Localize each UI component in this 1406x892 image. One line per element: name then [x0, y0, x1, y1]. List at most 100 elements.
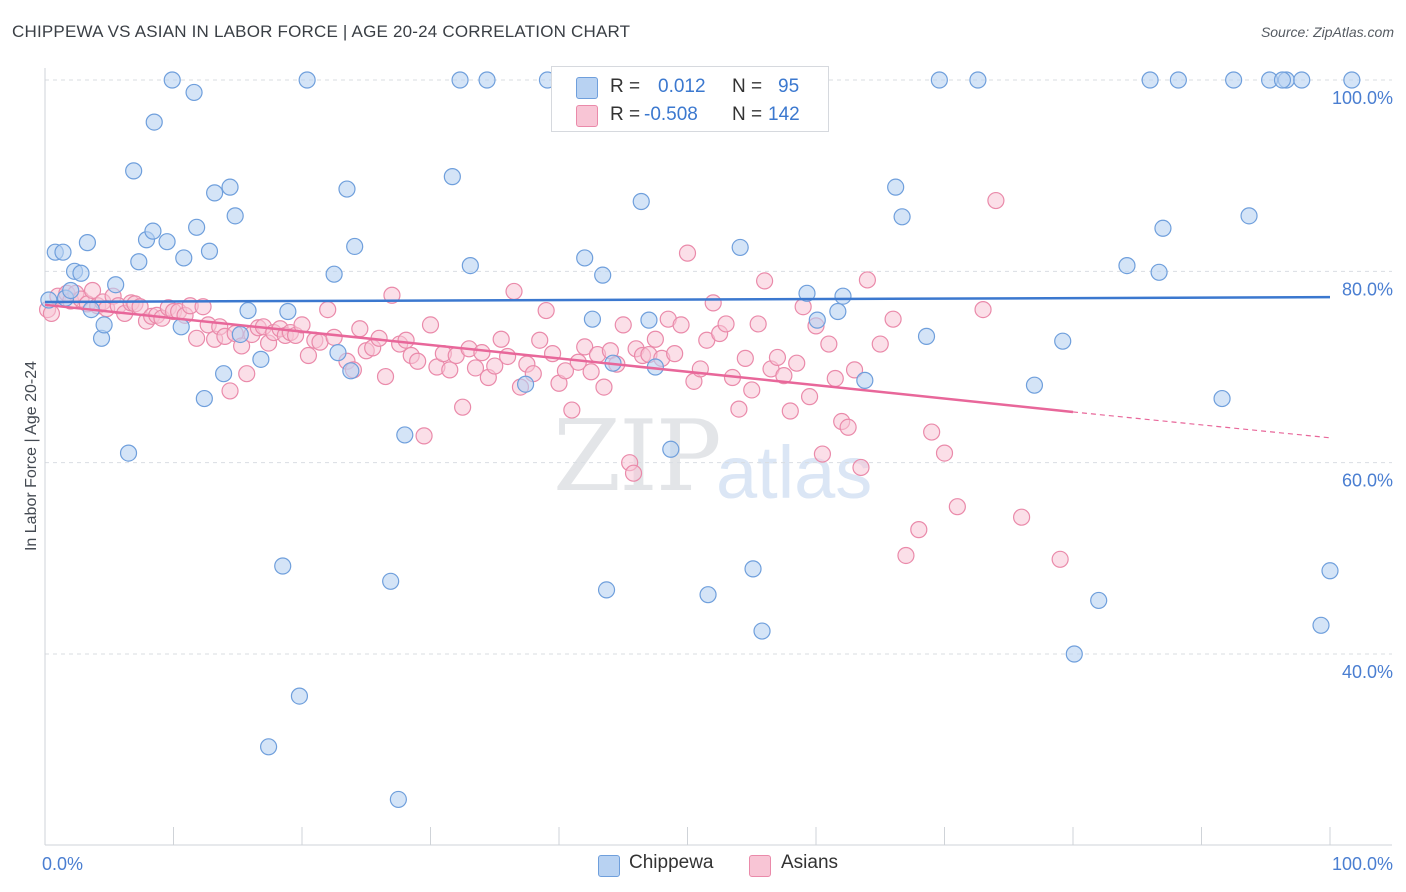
asians-point: [730, 400, 748, 418]
chippewa-point: [188, 218, 206, 236]
legend-r-label: R =: [610, 76, 641, 97]
chippewa-point: [451, 71, 469, 89]
asians-point: [486, 357, 504, 375]
asians-point: [409, 352, 427, 370]
chippewa-point: [632, 192, 650, 211]
chippewa-point: [808, 311, 826, 329]
watermark-zip: ZIP: [553, 400, 722, 514]
chippewa-point: [259, 738, 278, 756]
asians-point: [858, 271, 877, 289]
chippewa-point: [125, 162, 143, 180]
chippewa-point: [239, 301, 257, 320]
legend-n-value-chippewa: 95: [778, 76, 800, 97]
asians-point: [974, 301, 992, 319]
chippewa-point: [1225, 71, 1243, 89]
chippewa-point: [662, 440, 680, 458]
asians-swatch: [576, 105, 598, 127]
chippewa-point: [829, 302, 847, 321]
chippewa-point: [1150, 263, 1168, 281]
y-tick-label: 100.0%: [1332, 88, 1393, 108]
chippewa-point: [753, 622, 771, 640]
chippewa-point: [72, 264, 90, 282]
chippewa-point: [62, 281, 80, 300]
chippewa-point: [200, 242, 219, 260]
asians-point: [473, 344, 491, 362]
chippewa-point: [221, 178, 239, 196]
asians-point: [743, 381, 761, 399]
asians-point: [299, 346, 318, 365]
chippewa-point: [1343, 71, 1361, 89]
asians-point: [884, 310, 902, 328]
asians-point: [717, 315, 735, 333]
asians-point: [839, 418, 857, 436]
asians-point: [923, 423, 941, 441]
chippewa-point: [917, 327, 936, 345]
chippewa-point: [576, 249, 594, 267]
chippewa-point: [382, 572, 400, 590]
asians-point: [466, 359, 485, 377]
y-tick-label: 40.0%: [1342, 662, 1393, 682]
correlation-legend: R = 0.012 N = 95 R = -0.508 N = 142: [551, 66, 829, 132]
asians-point: [755, 272, 774, 290]
chippewa-point: [215, 365, 233, 383]
asians-point: [531, 331, 549, 349]
asians-point: [238, 365, 256, 383]
chippewa-point: [1090, 591, 1108, 610]
asians-point: [505, 282, 523, 301]
asians-point: [221, 382, 239, 400]
asians-point: [397, 331, 415, 349]
chippewa-point: [461, 256, 479, 275]
asians-point: [768, 348, 787, 367]
asians-point: [194, 298, 212, 316]
chippewa-point: [130, 253, 148, 271]
asians-point: [826, 369, 844, 388]
chippewa-point: [279, 302, 297, 321]
asians-point: [415, 427, 433, 445]
chippewa-point: [54, 243, 72, 261]
asians-point: [624, 464, 643, 482]
chippewa-point: [290, 687, 309, 705]
asians-point: [537, 301, 555, 320]
chippewa-point: [887, 178, 905, 196]
asians-point: [383, 286, 401, 304]
chippewa-point: [163, 71, 181, 89]
chippewa-point: [699, 586, 717, 604]
asians-point: [582, 363, 600, 381]
chippewa-point: [329, 344, 347, 362]
chippewa-point: [1293, 71, 1311, 89]
chippewa-point: [1213, 389, 1231, 408]
chippewa-point: [594, 266, 612, 284]
chippewa-point: [834, 287, 852, 305]
asians-point: [666, 345, 684, 363]
chippewa-point: [206, 184, 224, 202]
chart-title: CHIPPEWA VS ASIAN IN LABOR FORCE | AGE 2…: [12, 22, 631, 41]
y-tick-label: 80.0%: [1342, 279, 1393, 299]
chippewa-point: [640, 311, 658, 329]
legend-row-chippewa: R = 0.012 N = 95: [552, 73, 828, 101]
legend-r-label-2: R =: [610, 104, 641, 125]
asians-point: [820, 335, 838, 353]
chippewa-point: [516, 375, 535, 393]
chippewa-point: [1240, 207, 1258, 225]
asians-point: [935, 444, 954, 462]
chippewa-point: [175, 249, 193, 267]
asians-point: [595, 378, 613, 396]
chippewa-point: [969, 71, 987, 89]
asians-point: [775, 367, 793, 385]
chippewa-point: [342, 362, 360, 380]
asians-point: [421, 316, 440, 334]
chippewa-point: [338, 180, 356, 198]
asians-point: [678, 244, 697, 262]
chippewa-point: [1312, 616, 1330, 634]
chippewa-point: [119, 444, 138, 462]
chippewa-point: [744, 560, 762, 578]
legend-n-label: N =: [732, 76, 763, 97]
chippewa-point: [1118, 256, 1136, 275]
asians-point: [704, 294, 722, 312]
legend-r-value-asians: -0.508: [644, 104, 698, 125]
chippewa-point: [1025, 376, 1044, 394]
chippewa-point: [1273, 71, 1292, 89]
chippewa-trendline: [44, 295, 1331, 304]
chippewa-point: [78, 234, 97, 252]
chippewa-point: [893, 208, 911, 226]
